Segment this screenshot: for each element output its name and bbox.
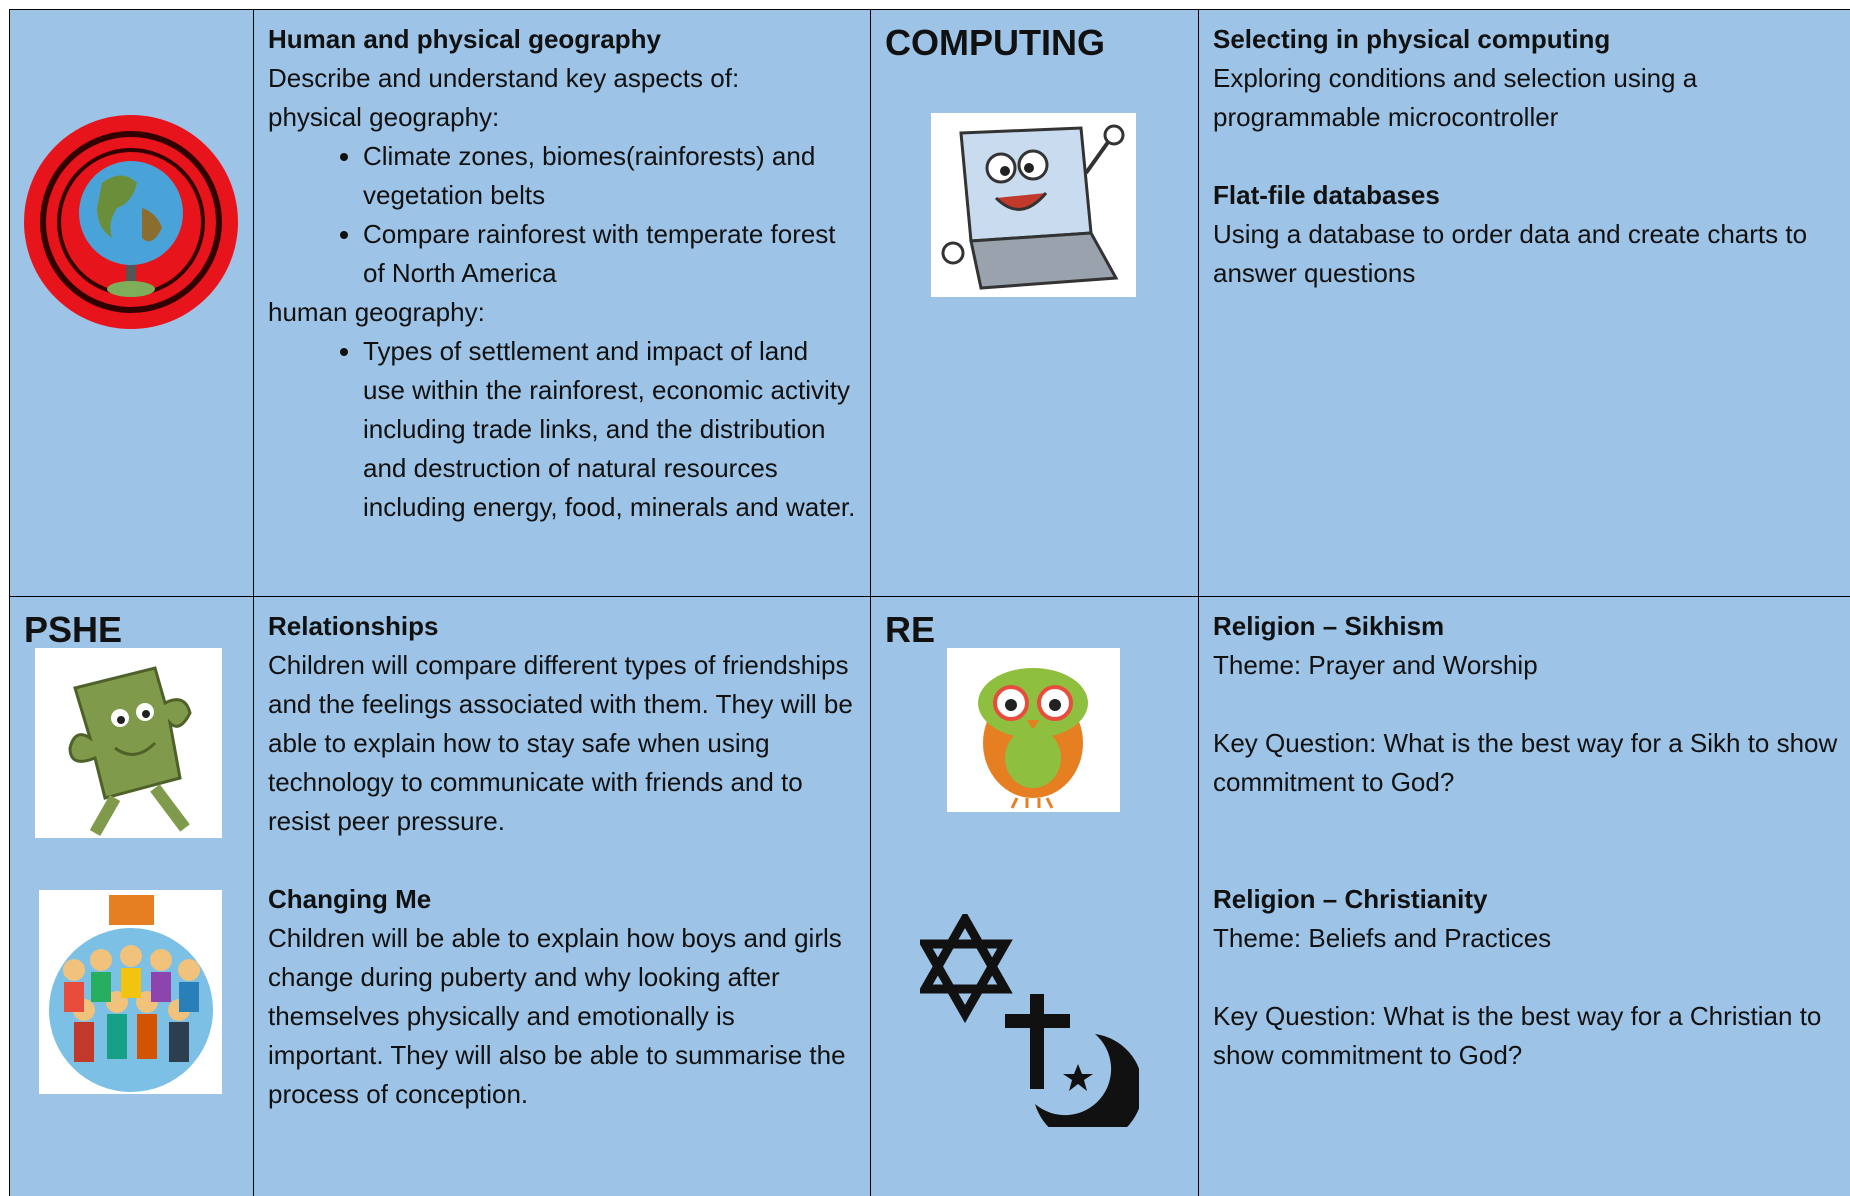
unit-question: Key Question: What is the best way for a… (1213, 728, 1838, 797)
unit-title: Relationships (268, 611, 439, 641)
unit-text: Exploring conditions and selection using… (1213, 63, 1698, 132)
laptop-icon (931, 113, 1136, 297)
pshe-cell: Relationships Children will compare diff… (253, 596, 871, 1196)
unit-title: Changing Me (268, 884, 432, 914)
computing-subject-cell: COMPUTING (870, 9, 1199, 597)
bullet-list: Types of settlement and impact of land u… (268, 332, 857, 527)
bullet: Climate zones, biomes(rainforests) and v… (363, 137, 857, 215)
children-icon (39, 890, 222, 1094)
unit-title: Selecting in physical computing (1213, 24, 1611, 54)
bullet-list: Climate zones, biomes(rainforests) and v… (268, 137, 857, 293)
unit-theme: Theme: Beliefs and Practices (1213, 923, 1552, 953)
puzzle-icon (35, 648, 222, 838)
globe-icon (24, 115, 238, 329)
unit-title: Religion – Christianity (1213, 884, 1488, 914)
bullet: Types of settlement and impact of land u… (363, 332, 857, 527)
unit-text: Children will compare different types of… (268, 650, 853, 836)
section-label: physical geography: (268, 102, 500, 132)
unit-question: Key Question: What is the best way for a… (1213, 1001, 1822, 1070)
unit-title: Religion – Sikhism (1213, 611, 1445, 641)
computing-cell: Selecting in physical computing Explorin… (1198, 9, 1850, 597)
owl-icon (947, 648, 1120, 812)
unit-text: Children will be able to explain how boy… (268, 923, 846, 1109)
bullet: Compare rainforest with temperate forest… (363, 215, 857, 293)
unit-theme: Theme: Prayer and Worship (1213, 650, 1538, 680)
unit-text: Using a database to order data and creat… (1213, 219, 1808, 288)
unit-title: Human and physical geography (268, 24, 661, 54)
subject-name: RE (885, 609, 936, 650)
unit-title: Flat-file databases (1213, 180, 1440, 210)
geography-cell: Human and physical geography Describe an… (253, 9, 871, 597)
faith-symbols-icon (920, 914, 1139, 1127)
re-cell: Religion – Sikhism Theme: Prayer and Wor… (1198, 596, 1850, 1196)
subject-name: PSHE (24, 609, 123, 650)
section-label: human geography: (268, 297, 485, 327)
intro: Describe and understand key aspects of: (268, 63, 740, 93)
subject-name: COMPUTING (885, 22, 1105, 63)
